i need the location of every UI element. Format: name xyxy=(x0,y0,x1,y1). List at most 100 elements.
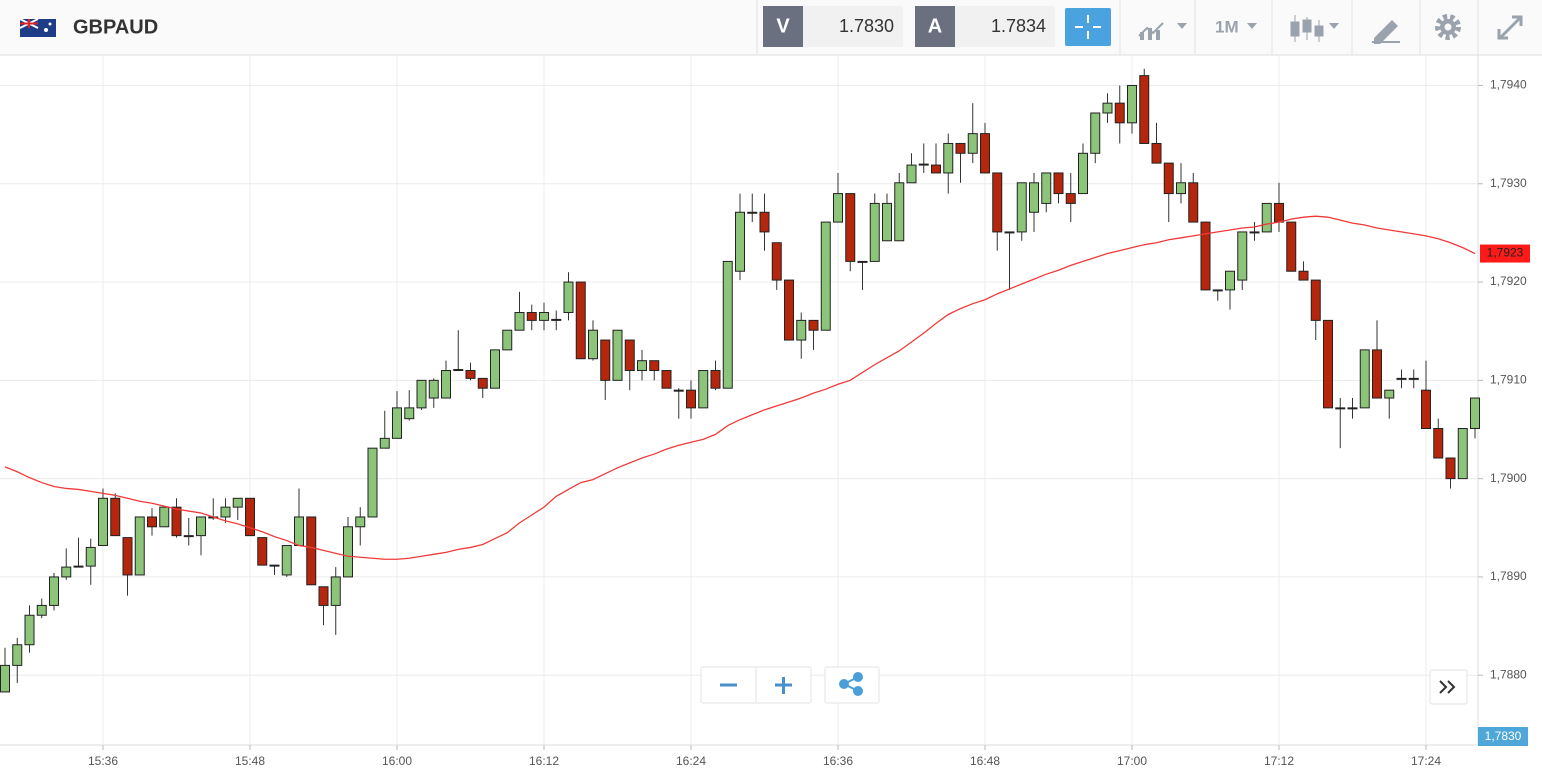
zoom-in[interactable] xyxy=(775,677,792,694)
candle-body xyxy=(1470,397,1480,430)
candle-body xyxy=(1176,182,1186,195)
candle-body xyxy=(171,506,182,537)
sell-label: V xyxy=(776,15,790,37)
candle-body xyxy=(600,339,611,381)
candle-body xyxy=(465,370,476,379)
candle-body xyxy=(1016,182,1027,233)
candle-body xyxy=(698,370,709,409)
candle-body xyxy=(1127,84,1137,124)
y-tick-label: 1,7940 xyxy=(1490,78,1527,92)
candle-body xyxy=(980,133,990,174)
candle-body xyxy=(588,329,598,360)
candle-body xyxy=(1298,270,1309,281)
fullscreen-button[interactable] xyxy=(1497,15,1523,40)
candle-body xyxy=(857,260,868,263)
candle-body xyxy=(245,497,255,537)
candle-body xyxy=(906,164,917,184)
candle-body xyxy=(134,516,145,576)
candle-body xyxy=(355,516,366,528)
candle-body xyxy=(1310,279,1321,321)
candle-body xyxy=(1286,221,1297,272)
sell-button[interactable] xyxy=(763,6,803,47)
candle-body xyxy=(686,389,696,409)
candle-body xyxy=(196,516,206,537)
x-tick-label: 17:12 xyxy=(1264,754,1294,768)
candle-body xyxy=(1445,457,1456,480)
candle-body xyxy=(526,312,537,321)
x-tick-label: 15:36 xyxy=(88,754,118,768)
sell-price-box[interactable] xyxy=(803,6,903,47)
candle-body xyxy=(1090,112,1101,154)
buy-price-box[interactable] xyxy=(955,6,1055,47)
candle-body xyxy=(1078,152,1088,195)
scroll-end-button[interactable] xyxy=(1429,669,1468,705)
candle-body xyxy=(1433,428,1444,459)
x-tick-label: 16:00 xyxy=(382,754,412,768)
candle-body xyxy=(1408,377,1419,380)
settings-button[interactable] xyxy=(1435,14,1461,40)
candle-body xyxy=(12,644,23,666)
candle-body xyxy=(85,546,96,567)
candle-body xyxy=(281,544,292,576)
candle-body xyxy=(845,193,856,262)
timeframe[interactable]: 1M xyxy=(1215,17,1239,36)
candle-body xyxy=(1335,407,1346,410)
chart-type-button[interactable] xyxy=(1138,22,1187,40)
candle-body xyxy=(61,566,72,578)
candle-body xyxy=(416,379,427,409)
candle-body xyxy=(1249,231,1260,234)
candle-body xyxy=(1212,289,1223,292)
candle-body xyxy=(330,576,341,606)
symbol: GBPAUD xyxy=(73,16,158,38)
x-tick-label: 16:36 xyxy=(823,754,853,768)
candle-body xyxy=(183,535,194,538)
candle-body xyxy=(1114,102,1125,124)
sell-price: 1.7830 xyxy=(839,16,894,36)
candle-body xyxy=(1274,202,1284,223)
candle-body xyxy=(1200,221,1211,291)
candle-body xyxy=(514,312,525,331)
buy-button[interactable] xyxy=(915,6,955,47)
candle-body xyxy=(1359,349,1370,409)
candle-body xyxy=(575,281,586,360)
candle-style-button[interactable] xyxy=(1290,15,1339,42)
share-icon xyxy=(839,672,863,696)
candle-body xyxy=(1139,75,1150,144)
candle-body xyxy=(943,142,954,174)
candle-body xyxy=(232,497,243,508)
flag-icon xyxy=(19,18,56,37)
candle-body xyxy=(1065,193,1076,204)
candle-body xyxy=(894,182,905,242)
timeframe-caret xyxy=(1247,23,1257,29)
line-value-badge xyxy=(1480,244,1530,263)
candle-body xyxy=(992,172,1003,233)
buy-label: A xyxy=(928,15,942,37)
crosshair-button[interactable] xyxy=(1065,8,1111,46)
candle-body xyxy=(1372,349,1382,399)
candle-body xyxy=(759,211,770,233)
candle-body xyxy=(49,576,59,606)
candle-body xyxy=(1004,231,1015,234)
x-tick-label: 16:48 xyxy=(970,754,1000,768)
candle-body xyxy=(110,497,121,537)
candle-body xyxy=(294,516,304,546)
moving-average-line xyxy=(4,215,1476,560)
candle-body xyxy=(1102,102,1113,114)
candle-body xyxy=(784,279,794,341)
candle-body xyxy=(477,377,488,389)
x-tick-label: 17:24 xyxy=(1411,754,1441,768)
bid-price-label: 1,7830 xyxy=(1485,729,1522,743)
share-button[interactable] xyxy=(824,666,880,704)
candle-body xyxy=(367,447,378,518)
candle-body xyxy=(869,202,880,262)
x-tick-label: 15:48 xyxy=(235,754,265,768)
y-tick-label: 1,7910 xyxy=(1490,373,1527,387)
draw-button[interactable] xyxy=(1372,20,1400,44)
candle-body xyxy=(1396,377,1407,380)
y-tick-label: 1,7930 xyxy=(1490,176,1527,190)
candle-body xyxy=(1163,162,1174,195)
candle-body xyxy=(73,565,84,568)
zoom-controls xyxy=(700,666,1468,705)
